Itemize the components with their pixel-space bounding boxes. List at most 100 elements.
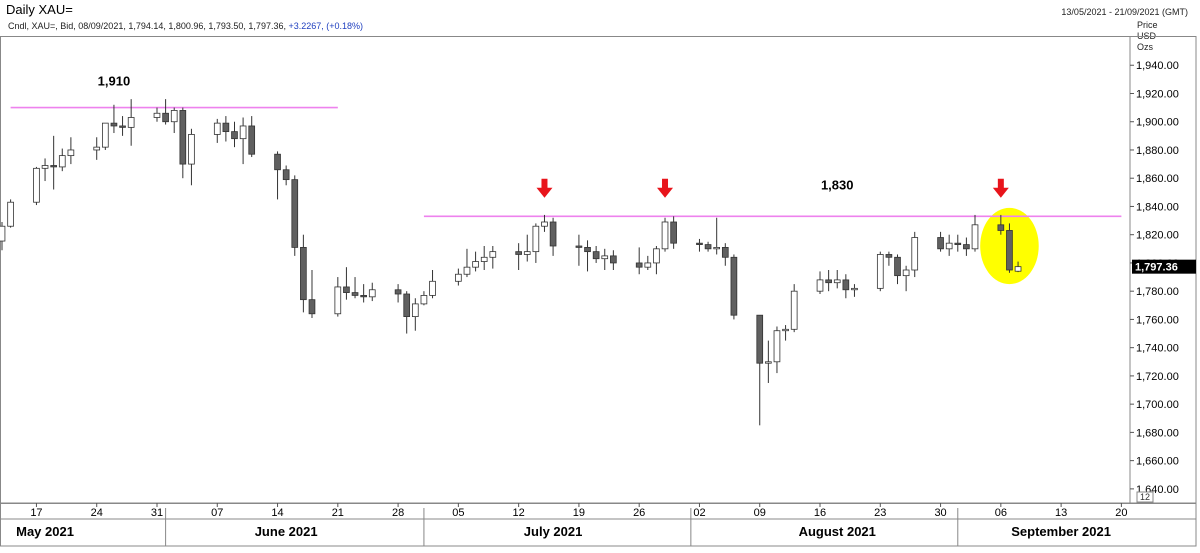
candle-body-bear [403, 293, 411, 318]
candle-body-bear [963, 244, 970, 250]
candle-body-bull [429, 280, 436, 296]
candle-body-bull [945, 242, 953, 250]
x-tick-label: 21 [332, 507, 344, 519]
candle-body-bear [937, 237, 944, 250]
candle-body-bull [782, 328, 789, 332]
down-arrow-icon [992, 178, 1009, 198]
y-tick-label: 1,680.00 [1136, 427, 1179, 439]
ohlc-info: Cndl, XAU=, Bid, 08/09/2021, 1,794.14, 1… [8, 21, 363, 31]
candle-body-bull [153, 112, 161, 118]
y-tick-label: 1,760.00 [1136, 314, 1179, 326]
candle-body-bear [954, 242, 962, 245]
candle-body-bear [592, 251, 600, 260]
candle-body-bull [480, 256, 488, 262]
candle-body-bear [274, 153, 281, 171]
month-label: June 2021 [255, 524, 318, 539]
ohlc-values: Cndl, XAU=, Bid, 08/09/2021, 1,794.14, 1… [8, 21, 286, 31]
candle-body-bull [773, 330, 781, 363]
candle-body-bear [282, 169, 290, 181]
x-tick-label: 09 [754, 507, 766, 519]
candle-body-bear [110, 122, 118, 127]
candle-body-bull [523, 251, 531, 255]
candle-body-bull [851, 287, 858, 291]
last-price-label: 1,797.36 [1135, 262, 1178, 274]
candle-body-bear [360, 295, 367, 298]
candle-body-bull [33, 167, 40, 203]
x-tick-label: 31 [151, 507, 163, 519]
candle-body-bear [670, 221, 677, 244]
candle-body-bull [532, 225, 540, 253]
x-tick-label: 19 [573, 507, 585, 519]
candle-body-bear [549, 221, 557, 247]
candle-body-bull [188, 134, 195, 165]
candle-body-bull [463, 266, 471, 275]
candle-body-bear [584, 247, 591, 253]
y-tick-label: 1,780.00 [1136, 286, 1179, 298]
x-tick-label: 16 [814, 507, 826, 519]
candle-body-bear [179, 110, 187, 165]
month-label: May 2021 [16, 524, 74, 539]
candle-body-bear [308, 299, 316, 315]
x-tick-label: 30 [934, 507, 946, 519]
candle-body-bear [730, 256, 738, 316]
candle-body-bear [248, 125, 256, 155]
x-tick-label: 23 [874, 507, 886, 519]
candle-body-bear [721, 247, 729, 258]
y-tick-label: 1,900.00 [1136, 117, 1179, 129]
x-tick-label: 05 [452, 507, 464, 519]
candle-body-bull [472, 261, 479, 268]
x-tick-label: 06 [995, 507, 1007, 519]
candle-body-bear [842, 279, 850, 291]
resistance-label: 1,830 [821, 178, 854, 193]
candle-body-bear [351, 292, 359, 296]
x-tick-label: 12 [513, 507, 525, 519]
candle-body-bear [756, 314, 764, 364]
candle-body-bull [334, 286, 342, 315]
resistance-label: 1,910 [98, 74, 131, 89]
candle-body-bull [713, 247, 721, 250]
candle-body-bull [67, 149, 75, 157]
candle-body-bear [997, 224, 1005, 231]
candle-body-bull [0, 225, 6, 242]
unit-ozs: Ozs [1137, 42, 1154, 52]
month-label: September 2021 [1011, 524, 1111, 539]
y-tick-label: 1,700.00 [1136, 399, 1179, 411]
y-tick-label: 1,860.00 [1136, 173, 1179, 185]
candle-body-bull [170, 110, 178, 123]
down-arrow-icon [536, 178, 553, 198]
candle-body-bull [411, 303, 419, 317]
candle-body-bull [790, 290, 798, 330]
candle-body-bull [7, 201, 14, 227]
y-tick-label: 1,720.00 [1136, 371, 1179, 383]
candle-body-bear [119, 125, 126, 128]
candle-body-bull [816, 279, 824, 292]
candle-body-bear [885, 254, 893, 258]
candle-body-bull [601, 255, 609, 260]
candle-body-bull [911, 237, 919, 271]
x-tick-label: 24 [91, 507, 103, 519]
candle-body-bull [902, 269, 910, 277]
date-axis-frame [0, 502, 1197, 547]
candle-body-bull [661, 221, 669, 250]
down-arrow-icon [657, 178, 674, 198]
candle-body-bear [162, 112, 169, 123]
x-tick-label: 13 [1055, 507, 1067, 519]
candle-body-bear [575, 245, 583, 248]
candle-body-bull [653, 248, 660, 264]
last-price-tag [1132, 259, 1196, 274]
candle-body-bear [394, 289, 402, 295]
candle-body-bear [635, 262, 643, 268]
corner-label: 12 [1140, 492, 1150, 502]
candle-body-bear [291, 179, 299, 248]
candle-body-bear [231, 131, 238, 140]
month-label: July 2021 [524, 524, 583, 539]
candle-body-bull [102, 122, 109, 148]
x-tick-label: 07 [211, 507, 223, 519]
y-tick-label: 1,820.00 [1136, 230, 1179, 242]
candle-body-bull [455, 273, 462, 282]
candle-body-bear [1006, 230, 1013, 271]
candle-body-bull [368, 289, 376, 298]
y-tick-label: 1,940.00 [1136, 60, 1179, 72]
